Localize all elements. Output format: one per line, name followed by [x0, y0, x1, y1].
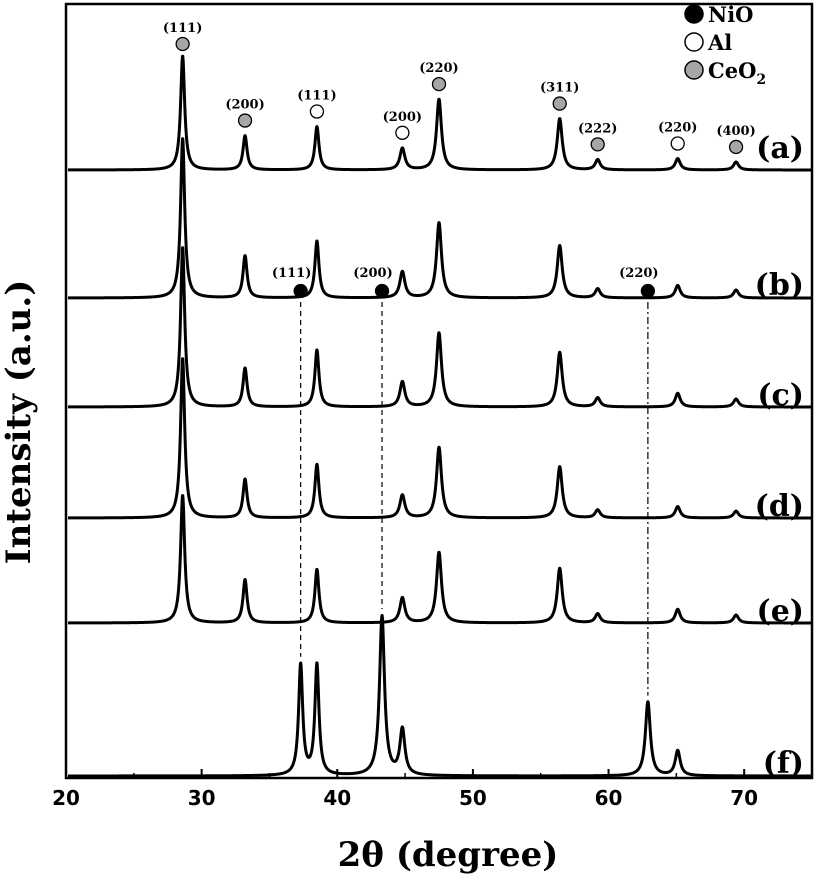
x-tick-label-40: 40 [323, 786, 351, 810]
series-label-c: (c) [757, 378, 804, 413]
series-label-f: (f) [763, 746, 804, 781]
series-line-c [66, 246, 813, 409]
x-tick-label-50: 50 [459, 786, 487, 810]
legend-label-ceo2-base: CeO [708, 58, 756, 83]
peak-label-5: (311) [540, 81, 579, 96]
x-tick-label-60: 60 [595, 786, 623, 810]
peak-marker-9 [293, 283, 308, 299]
x-tick-label-70: 70 [730, 786, 758, 810]
series-layer: (a) (b) (c) (d) (e) (f) [66, 54, 813, 781]
plot-frame [64, 2, 814, 780]
legend-marker-ceo2 [684, 60, 704, 80]
peak-markers: (111) (200) (111) (200) (220) (311) (222) (220)… [163, 21, 756, 299]
series-line-a [66, 54, 813, 172]
peak-marker-2 [309, 104, 325, 119]
peak-marker-6 [590, 137, 605, 152]
series-label-a: (a) [756, 131, 804, 166]
legend-label-ceo2-sub: 2 [756, 72, 766, 88]
peak-marker-0 [175, 36, 190, 52]
peak-label-4: (220) [419, 61, 458, 76]
series-label-b: (b) [755, 268, 804, 303]
peak-label-2: (111) [297, 89, 336, 104]
series-line-b [66, 137, 813, 300]
series-line-d [66, 357, 813, 520]
peak-marker-7 [670, 136, 685, 151]
legend-label-ceo2: CeO2 [708, 58, 766, 88]
y-axis-label: Intensity (a.u.) [0, 280, 39, 565]
peak-marker-11 [640, 283, 656, 299]
peak-marker-5 [552, 96, 567, 111]
legend: NiO Al CeO2 [684, 2, 766, 88]
x-tick-label-20: 20 [52, 786, 80, 810]
series-line-e [66, 494, 813, 625]
peak-marker-10 [374, 283, 390, 299]
peak-label-6: (222) [578, 121, 617, 136]
peak-label-11: (220) [619, 266, 658, 281]
x-axis: 20 30 40 50 60 70 [52, 769, 758, 810]
series-label-e: (e) [757, 594, 804, 629]
reference-lines [300, 302, 649, 696]
peak-label-9: (111) [272, 266, 311, 281]
peak-marker-8 [728, 139, 744, 155]
peak-label-0: (111) [163, 21, 202, 36]
series-line-f [66, 613, 813, 778]
peak-marker-1 [237, 113, 253, 128]
peak-label-10: (200) [353, 266, 392, 281]
legend-label-nio: NiO [708, 2, 753, 27]
x-axis-label: 2θ (degree) [338, 835, 559, 875]
peak-label-7: (220) [658, 121, 697, 136]
legend-marker-nio [684, 4, 704, 24]
peak-label-3: (200) [383, 110, 422, 125]
x-tick-label-30: 30 [188, 786, 216, 810]
peak-label-8: (400) [716, 124, 755, 139]
series-label-d: (d) [755, 489, 804, 524]
legend-marker-al [684, 32, 704, 52]
peak-marker-3 [395, 125, 410, 140]
peak-marker-4 [431, 76, 447, 92]
peak-label-1: (200) [225, 98, 264, 113]
legend-label-al: Al [707, 30, 732, 55]
